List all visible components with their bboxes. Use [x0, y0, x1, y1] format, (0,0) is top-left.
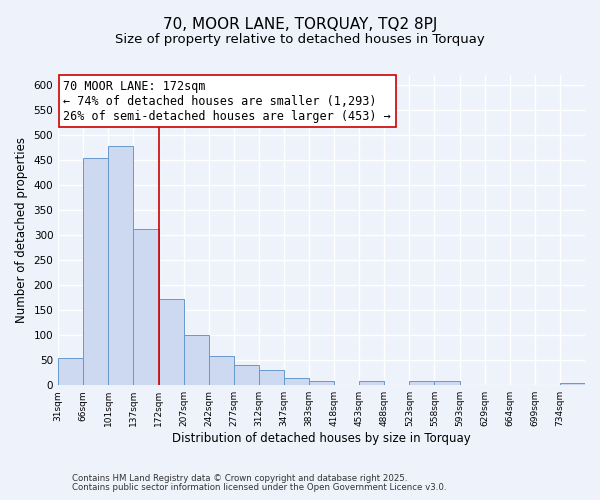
Bar [409, 381, 434, 385]
Bar [234, 364, 259, 385]
Bar [158, 299, 184, 385]
Bar [58, 358, 83, 385]
Bar [359, 381, 385, 385]
Text: Contains HM Land Registry data © Crown copyright and database right 2025.: Contains HM Land Registry data © Crown c… [72, 474, 407, 483]
Text: 70, MOOR LANE, TORQUAY, TQ2 8PJ: 70, MOOR LANE, TORQUAY, TQ2 8PJ [163, 18, 437, 32]
Text: 70 MOOR LANE: 172sqm
← 74% of detached houses are smaller (1,293)
26% of semi-de: 70 MOOR LANE: 172sqm ← 74% of detached h… [64, 80, 391, 122]
Bar [209, 356, 234, 385]
Bar [259, 370, 284, 385]
Bar [133, 228, 158, 385]
Bar [560, 382, 585, 385]
Bar [184, 335, 209, 385]
Bar [109, 146, 133, 385]
Bar [309, 380, 334, 385]
Text: Size of property relative to detached houses in Torquay: Size of property relative to detached ho… [115, 32, 485, 46]
Bar [434, 381, 460, 385]
Y-axis label: Number of detached properties: Number of detached properties [15, 137, 28, 323]
Bar [284, 378, 309, 385]
Text: Contains public sector information licensed under the Open Government Licence v3: Contains public sector information licen… [72, 483, 446, 492]
Bar [83, 158, 109, 385]
X-axis label: Distribution of detached houses by size in Torquay: Distribution of detached houses by size … [172, 432, 471, 445]
